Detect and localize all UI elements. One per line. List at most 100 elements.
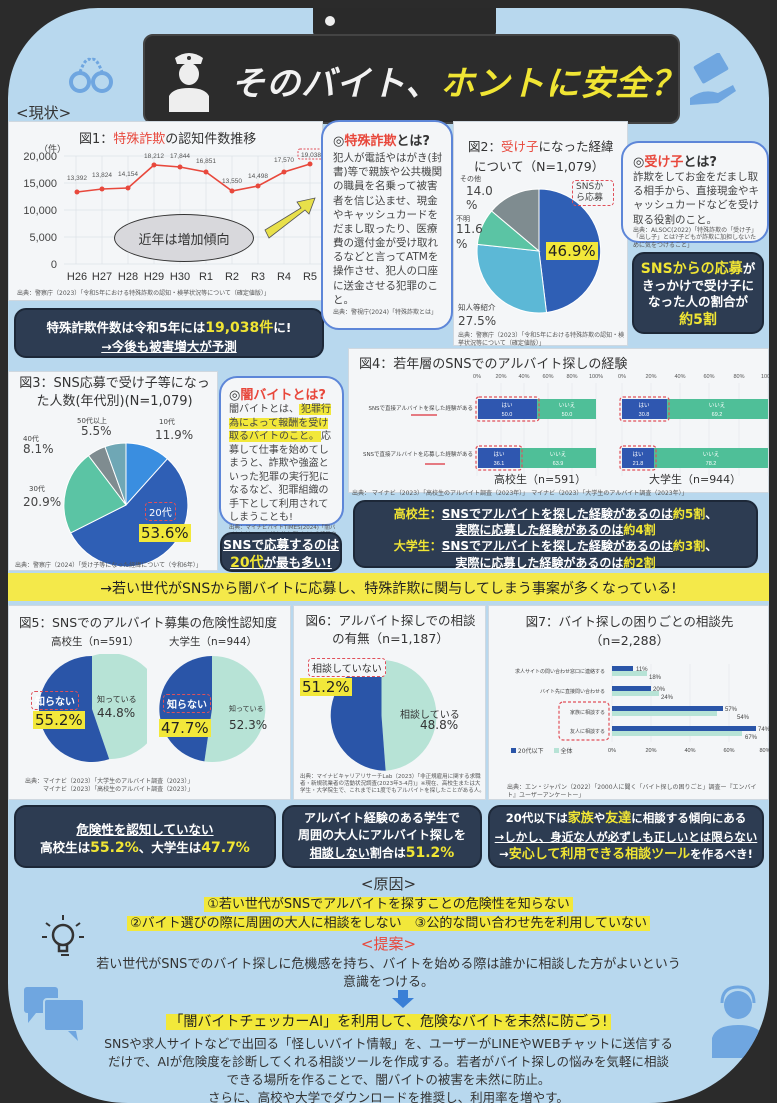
fig5-uni-unknown-value: 47.7% (159, 719, 211, 737)
fig5-citation-2: マイナビ（2023）「高校生のアルバイト調査（2023）」 (43, 786, 194, 793)
svg-text:いいえ: いいえ (550, 451, 567, 458)
fig4-stacked-bar-chart: 0% 20% 40% 60% 80% 100% 0% 20% 40% 60% 80% 100% はい… (411, 374, 769, 476)
fig2-citation: 出典：警察庁（2023）「令和5年における特殊詐欺の認知・検挙状況等について（確… (458, 332, 625, 347)
fig6-title: 図6：アルバイト探しでの相談 の有無（n=1,187） (305, 613, 476, 647)
fig6-not-consulted-label: 相談していない (308, 658, 386, 677)
svg-text:40%: 40% (674, 374, 685, 380)
fig3-value-50s: 5.5% (81, 424, 112, 438)
summary-fraud-count: 特殊詐欺件数は令和5年には19,038件に! →今後も被害増大が予測 (14, 308, 324, 358)
fig4-citation: 出典： マイナビ（2023）「高校生のアルバイト調査（2023年）」 マイナビ（… (352, 490, 688, 497)
fig7-bar-chart: 求人サイトの問い合わせ窓口に連絡する バイト先に直接問い合わせる 家族に相談する… (515, 664, 769, 754)
proposal-headline: 「闇バイトチェッカーAI」を利用して、危険なバイトを未然に防ごう! (8, 1011, 769, 1031)
fig4-panel: 図4：若年層のSNSでのアルバイト探しの経験 0% 20% 40% 60% 80% 100… (348, 348, 769, 493)
fig3-value-30s: 20.9% (23, 495, 62, 509)
summary-sns-search-experience: 高校生：SNSでアルバイトを探した経験があるのは約5割、 実際に応募した経験があ… (353, 500, 758, 570)
fig3-value-10s: 11.9% (155, 428, 194, 442)
fig3-label-10s: 10代 (159, 418, 175, 426)
fig3-highlight-label: 20代 (145, 502, 176, 521)
police-officer-icon (169, 53, 209, 112)
fig5-hs-unknown-label: 知らない (31, 691, 79, 710)
svg-text:20,000: 20,000 (23, 151, 57, 163)
fig3-citation: 出典：警察庁（2024）「受け子等になった経緯について（令和6年）」 (15, 562, 202, 569)
svg-text:15,000: 15,000 (23, 178, 57, 190)
svg-text:いいえ: いいえ (709, 402, 726, 409)
section-proposal-label: <提案> (360, 935, 417, 953)
svg-text:60%: 60% (723, 748, 734, 754)
bubble-yami-baito: ◎闇バイトとは? 闇バイトとは、 犯罪行為によって報酬を受け取るバイトのこと。 応募… (219, 376, 344, 545)
svg-text:はい: はい (632, 451, 644, 458)
svg-text:R4: R4 (277, 271, 291, 283)
svg-text:20%: 20% (645, 374, 656, 380)
handcuffs-icon (69, 57, 113, 93)
fig4-title: 図4：若年層のSNSでのアルバイト探しの経験 (359, 357, 628, 372)
svg-text:24%: 24% (661, 695, 674, 701)
svg-text:18%: 18% (649, 675, 662, 681)
fig2-value-referral: 27.5% (458, 314, 497, 328)
fig3-label-30s: 30代 (29, 485, 45, 493)
summary-consultation-tool: 20代以下は家族や友達に相談する傾向にある →しかし、身近な人が必ずしも正しいと… (488, 805, 764, 868)
fig2-label-referral: 知人等紹介 (458, 303, 496, 312)
proposal-body-line2: だけで、AIが危険度を診断してくれる相談ツールを作成する。若者がバイト探しの悩み… (108, 1054, 669, 1069)
svg-text:13,392: 13,392 (67, 175, 87, 182)
fig2-panel: 図2：受け子になった経緯 について（N=1,079） 46.9% SNSから応募… (453, 121, 628, 347)
fig3-label-40s: 40代 (23, 435, 39, 443)
svg-text:友人に相談する: 友人に相談する (570, 728, 605, 735)
summary-no-consultation: アルバイト経験のある学生で 周囲の大人にアルバイト探しを 相談しない割合は51.… (282, 805, 482, 868)
bubble-tokushu-sagi: ◎特殊詐欺とは? 犯人が電話やはがき(封書)等で親族や公共機関の職員を名乗って被… (321, 120, 453, 330)
svg-text:いいえ: いいえ (559, 402, 576, 409)
fig2-pie-chart (476, 188, 602, 314)
conclusion-band-text: →若い世代がSNSから闇バイトに応募し、特殊詐欺に関与してしまう事案が多くなって… (100, 581, 677, 597)
svg-text:R2: R2 (225, 271, 239, 283)
fig5-citation-1: 出典：マイナビ（2023）「大学生のアルバイト調査（2023）」 (25, 778, 194, 785)
fig5-panel: 図5：SNSでのアルバイト募集の危険性認知度 高校生（n=591） 大学生（n=… (8, 605, 291, 800)
fig5-hs-known-label: 知っている (97, 695, 137, 704)
section-cause-label: <原因> (360, 875, 417, 893)
fig7-title: 図7：バイト探しの困りごとの相談先 （n=2,288） (525, 614, 734, 649)
svg-text:16,851: 16,851 (196, 158, 216, 165)
svg-text:100%: 100% (589, 374, 603, 380)
svg-text:13,550: 13,550 (222, 178, 242, 185)
fig5-uni-unknown-label: 知らない (163, 694, 211, 713)
svg-text:H29: H29 (144, 271, 164, 283)
summary-20s-most: SNSで応募するのは 20代が最も多い! (220, 532, 342, 572)
svg-text:80%: 80% (759, 748, 769, 754)
fig2-title: 図2：受け子になった経緯 (468, 139, 614, 154)
svg-text:0%: 0% (473, 374, 481, 380)
svg-text:100%: 100% (761, 374, 769, 380)
svg-text:74%: 74% (758, 727, 769, 733)
fig7-legend: 20代以下 全体 (511, 746, 573, 755)
svg-text:バイト先に直接問い合わせる: バイト先に直接問い合わせる (540, 688, 605, 695)
proposal-body-line1: SNSや求人サイトなどで出回る「怪しいバイト情報」を、ユーザーがLINEやWEB… (104, 1036, 673, 1051)
fig6-consulted-value: 48.8% (420, 718, 459, 732)
fig1-panel: 図1：特殊詐欺の認知件数推移 （件） 20,000 15,000 10,000 5,0… (8, 121, 324, 301)
svg-text:R1: R1 (199, 271, 213, 283)
svg-text:14,498: 14,498 (248, 173, 268, 180)
svg-text:50.0: 50.0 (562, 412, 573, 418)
cause-item-1: ①若い世代がSNSでアルバイトを探すことの危険性を知らない (8, 893, 769, 912)
fig1-trend-callout: 近年は増加傾向 (114, 214, 254, 262)
svg-text:14,154: 14,154 (118, 171, 138, 178)
svg-text:54%: 54% (737, 715, 750, 721)
fig1-citation: 出典：警察庁（2023）「令和5年における特殊詐欺の認知・検挙状況等について（確… (17, 290, 270, 297)
svg-text:0: 0 (51, 259, 57, 271)
fig5-group-uni: 大学生（n=944） (169, 636, 257, 648)
fig2-sns-value: 46.9% (546, 242, 598, 260)
cause-item-2-3: ②バイト選びの際に周囲の大人に相談をしない ③公的な問い合わせ先を利用していない (8, 912, 769, 931)
poster-hanger-tab (313, 8, 496, 36)
svg-text:10,000: 10,000 (23, 205, 57, 217)
fig2-value-unknown: 11.6% (456, 222, 483, 251)
svg-text:60%: 60% (703, 374, 714, 380)
fig3-title: 図3：SNS応募で受け子等になった人数(年代別)(N=1,079) (19, 376, 210, 409)
svg-text:17,844: 17,844 (170, 153, 190, 160)
svg-text:57%: 57% (725, 707, 738, 713)
bubble-ukeko: ◎受け子とは? 詐欺をしてお金をだまし取る相手から、直接現金やキャッシュカードな… (621, 141, 769, 249)
poster: そのバイト、ホントに安全？ <現状> 図1：特殊詐欺の認知件数推移 （件） 20… (8, 8, 769, 1103)
fig5-title: 図5：SNSでのアルバイト募集の危険性認知度 (19, 615, 278, 630)
fig5-uni-known-value: 52.3% (229, 718, 268, 732)
svg-text:50.0: 50.0 (502, 412, 513, 418)
fig5-uni-known-label: 知っている (229, 705, 264, 713)
proposal-intro-line2: 意識をつける。 (342, 975, 434, 990)
svg-text:21.8: 21.8 (633, 461, 644, 467)
svg-text:H26: H26 (67, 271, 87, 283)
support-operator-icon (712, 985, 764, 1058)
